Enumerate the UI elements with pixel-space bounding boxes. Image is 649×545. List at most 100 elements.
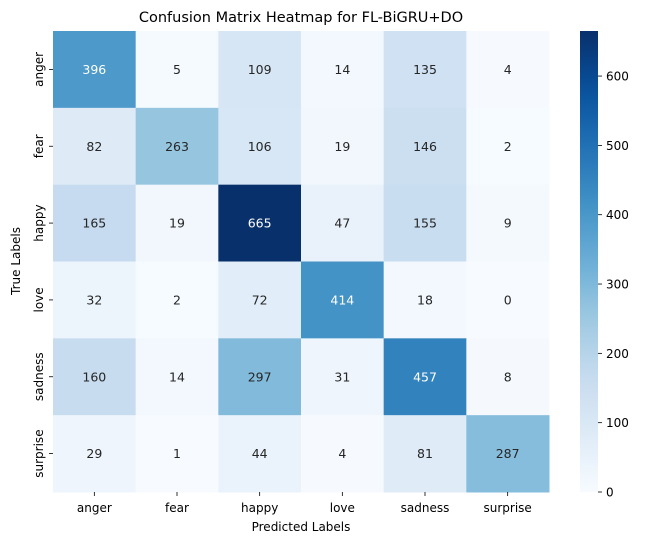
y-tick-label: sadness — [32, 352, 46, 401]
y-axis-label: True Labels — [9, 227, 23, 296]
heatmap-cell — [218, 338, 302, 416]
heatmap-cell — [383, 184, 467, 262]
heatmap-cell — [218, 184, 302, 262]
heatmap-cell — [383, 338, 467, 416]
cell-value-label: 4 — [504, 62, 512, 77]
y-tick-label: love — [32, 287, 46, 312]
colorbar-tick-label: 400 — [606, 208, 629, 222]
heatmap-cell — [466, 415, 550, 493]
cell-value-label: 263 — [165, 139, 189, 154]
x-tick-label: anger — [77, 501, 112, 515]
heatmap-cell — [135, 415, 219, 493]
cell-value-label: 47 — [334, 216, 350, 231]
colorbar — [580, 31, 598, 492]
cell-value-label: 31 — [334, 369, 350, 384]
x-tick-label: love — [330, 501, 355, 515]
cell-value-label: 82 — [86, 139, 102, 154]
cell-value-label: 14 — [169, 369, 185, 384]
y-tick-label: happy — [32, 204, 46, 241]
y-tick-label: fear — [32, 134, 46, 158]
x-axis-label: Predicted Labels — [252, 520, 351, 534]
x-tick-label: surprise — [484, 501, 532, 515]
heatmap-cell — [218, 261, 302, 339]
cell-value-label: 19 — [169, 216, 185, 231]
cell-value-label: 19 — [334, 139, 350, 154]
y-axis-ticks: anger fear happy love sadness surprise — [32, 52, 53, 478]
chart-title: Confusion Matrix Heatmap for FL-BiGRU+DO — [139, 10, 463, 26]
cell-value-label: 287 — [496, 446, 520, 461]
cell-value-label: 44 — [252, 446, 268, 461]
heatmap-cell — [301, 107, 385, 186]
cell-value-label: 135 — [413, 62, 437, 77]
x-tick-label: fear — [165, 501, 189, 515]
cell-value-label: 165 — [82, 216, 106, 231]
cell-value-label: 4 — [338, 446, 346, 461]
heatmap-cell — [53, 31, 137, 109]
colorbar-ticks: 0 100 200 300 400 500 600 — [598, 70, 629, 500]
colorbar-tick-label: 500 — [606, 139, 629, 153]
heatmap-cell — [53, 107, 137, 186]
cell-value-label: 297 — [248, 369, 272, 384]
cell-value-label: 2 — [504, 139, 512, 154]
cell-value-label: 32 — [86, 292, 102, 307]
cell-value-label: 665 — [248, 216, 272, 231]
heatmap-cell — [218, 107, 302, 186]
colorbar-tick-label: 600 — [606, 70, 629, 84]
cell-value-label: 414 — [330, 292, 354, 307]
heatmap-cell — [135, 261, 219, 339]
cell-value-label: 8 — [504, 369, 512, 384]
cell-value-label: 0 — [504, 292, 512, 307]
heatmap-cell — [301, 261, 385, 339]
heatmap-cell — [135, 184, 219, 262]
heatmap-cell — [383, 107, 467, 186]
y-tick-label: anger — [32, 52, 46, 87]
cell-value-label: 160 — [82, 369, 106, 384]
heatmap-cell — [135, 31, 219, 109]
cell-value-label: 155 — [413, 216, 437, 231]
colorbar-tick-label: 100 — [606, 416, 629, 430]
heatmap-cell — [301, 415, 385, 493]
x-tick-label: sadness — [401, 501, 450, 515]
x-tick-label: happy — [241, 501, 278, 515]
cell-value-label: 106 — [248, 139, 272, 154]
cell-value-label: 146 — [413, 139, 437, 154]
y-tick-label: surprise — [32, 429, 46, 477]
heatmap-cell — [383, 415, 467, 493]
cell-value-label: 1 — [173, 446, 181, 461]
cell-value-label: 396 — [82, 62, 106, 77]
heatmap-cell — [466, 338, 550, 416]
cell-value-label: 81 — [417, 446, 433, 461]
heatmap-cell — [466, 107, 550, 186]
heatmap-cell — [135, 338, 219, 416]
heatmap-cell — [301, 184, 385, 262]
heatmap-cell — [466, 31, 550, 109]
colorbar-tick-label: 0 — [606, 486, 614, 500]
heatmap-cell — [383, 31, 467, 109]
cell-value-label: 2 — [173, 292, 181, 307]
heatmap-cell — [53, 415, 137, 493]
x-axis-ticks: anger fear happy love sadness surprise — [77, 492, 532, 515]
heatmap-cell — [466, 184, 550, 262]
cell-value-label: 9 — [504, 216, 512, 231]
heatmap-cell — [301, 31, 385, 109]
cell-value-label: 109 — [248, 62, 272, 77]
colorbar-tick-label: 200 — [606, 347, 629, 361]
heatmap-cell — [218, 31, 302, 109]
cell-value-label: 14 — [334, 62, 350, 77]
heatmap-cell — [135, 107, 219, 186]
cell-value-label: 29 — [86, 446, 102, 461]
colorbar-tick-label: 300 — [606, 278, 629, 292]
heatmap-cell — [466, 261, 550, 339]
heatmap-cell — [53, 184, 137, 262]
cell-value-label: 18 — [417, 292, 433, 307]
cell-value-label: 457 — [413, 369, 437, 384]
cell-value-label: 5 — [173, 62, 181, 77]
heatmap-cell — [53, 261, 137, 339]
heatmap-cell — [301, 338, 385, 416]
heatmap-cell — [53, 338, 137, 416]
heatmap-cell — [383, 261, 467, 339]
heatmap-cell — [218, 415, 302, 493]
cell-value-label: 72 — [252, 292, 268, 307]
